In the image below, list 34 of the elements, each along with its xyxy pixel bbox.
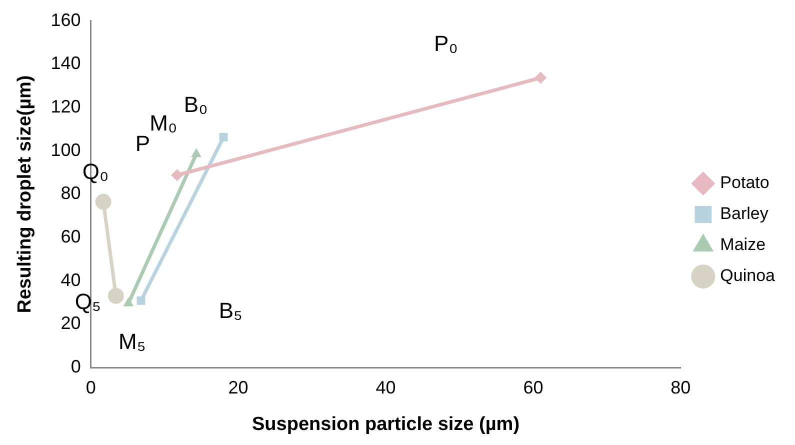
y-tick-label: 120 [50, 96, 81, 116]
y-tick-label: 100 [50, 140, 81, 160]
point [108, 288, 124, 304]
point [219, 132, 228, 142]
x-tick-label: 40 [376, 377, 396, 398]
y-tick-label: 160 [50, 10, 81, 30]
legend-label: Potato [720, 173, 770, 192]
annotation: B₅ [218, 298, 242, 324]
x-tick-label: 80 [670, 377, 691, 398]
legend-label: Maize [720, 235, 766, 254]
point [534, 72, 547, 84]
annotation: P₀ [434, 31, 458, 56]
x-tick-label: 60 [523, 377, 544, 398]
point [171, 169, 184, 182]
y-tick-label: 80 [60, 183, 81, 204]
x-axis-title: Suspension particle size (µm) [252, 414, 520, 435]
legend-label: Quinoa [720, 266, 776, 286]
annotation: Q₀ [82, 159, 109, 184]
y-tick-label: 20 [60, 313, 81, 334]
y-tick-label: 140 [50, 53, 81, 74]
y-tick-label: 0 [70, 356, 81, 377]
x-tick-label: 20 [228, 377, 248, 398]
y-axis-title: Resulting droplet size(µm) [14, 75, 36, 314]
legend-label: Barley [720, 204, 769, 224]
point [95, 194, 112, 210]
y-tick-label: 60 [60, 226, 81, 247]
annotation: M₀ [150, 110, 178, 136]
annotation: Q₅ [74, 288, 101, 314]
x-tick-label: 0 [86, 377, 96, 398]
y-tick-label: 40 [60, 270, 81, 290]
annotation: M₅ [118, 329, 146, 354]
annotation: B₀ [184, 92, 208, 117]
point [136, 296, 146, 305]
annotation: P [135, 131, 150, 156]
